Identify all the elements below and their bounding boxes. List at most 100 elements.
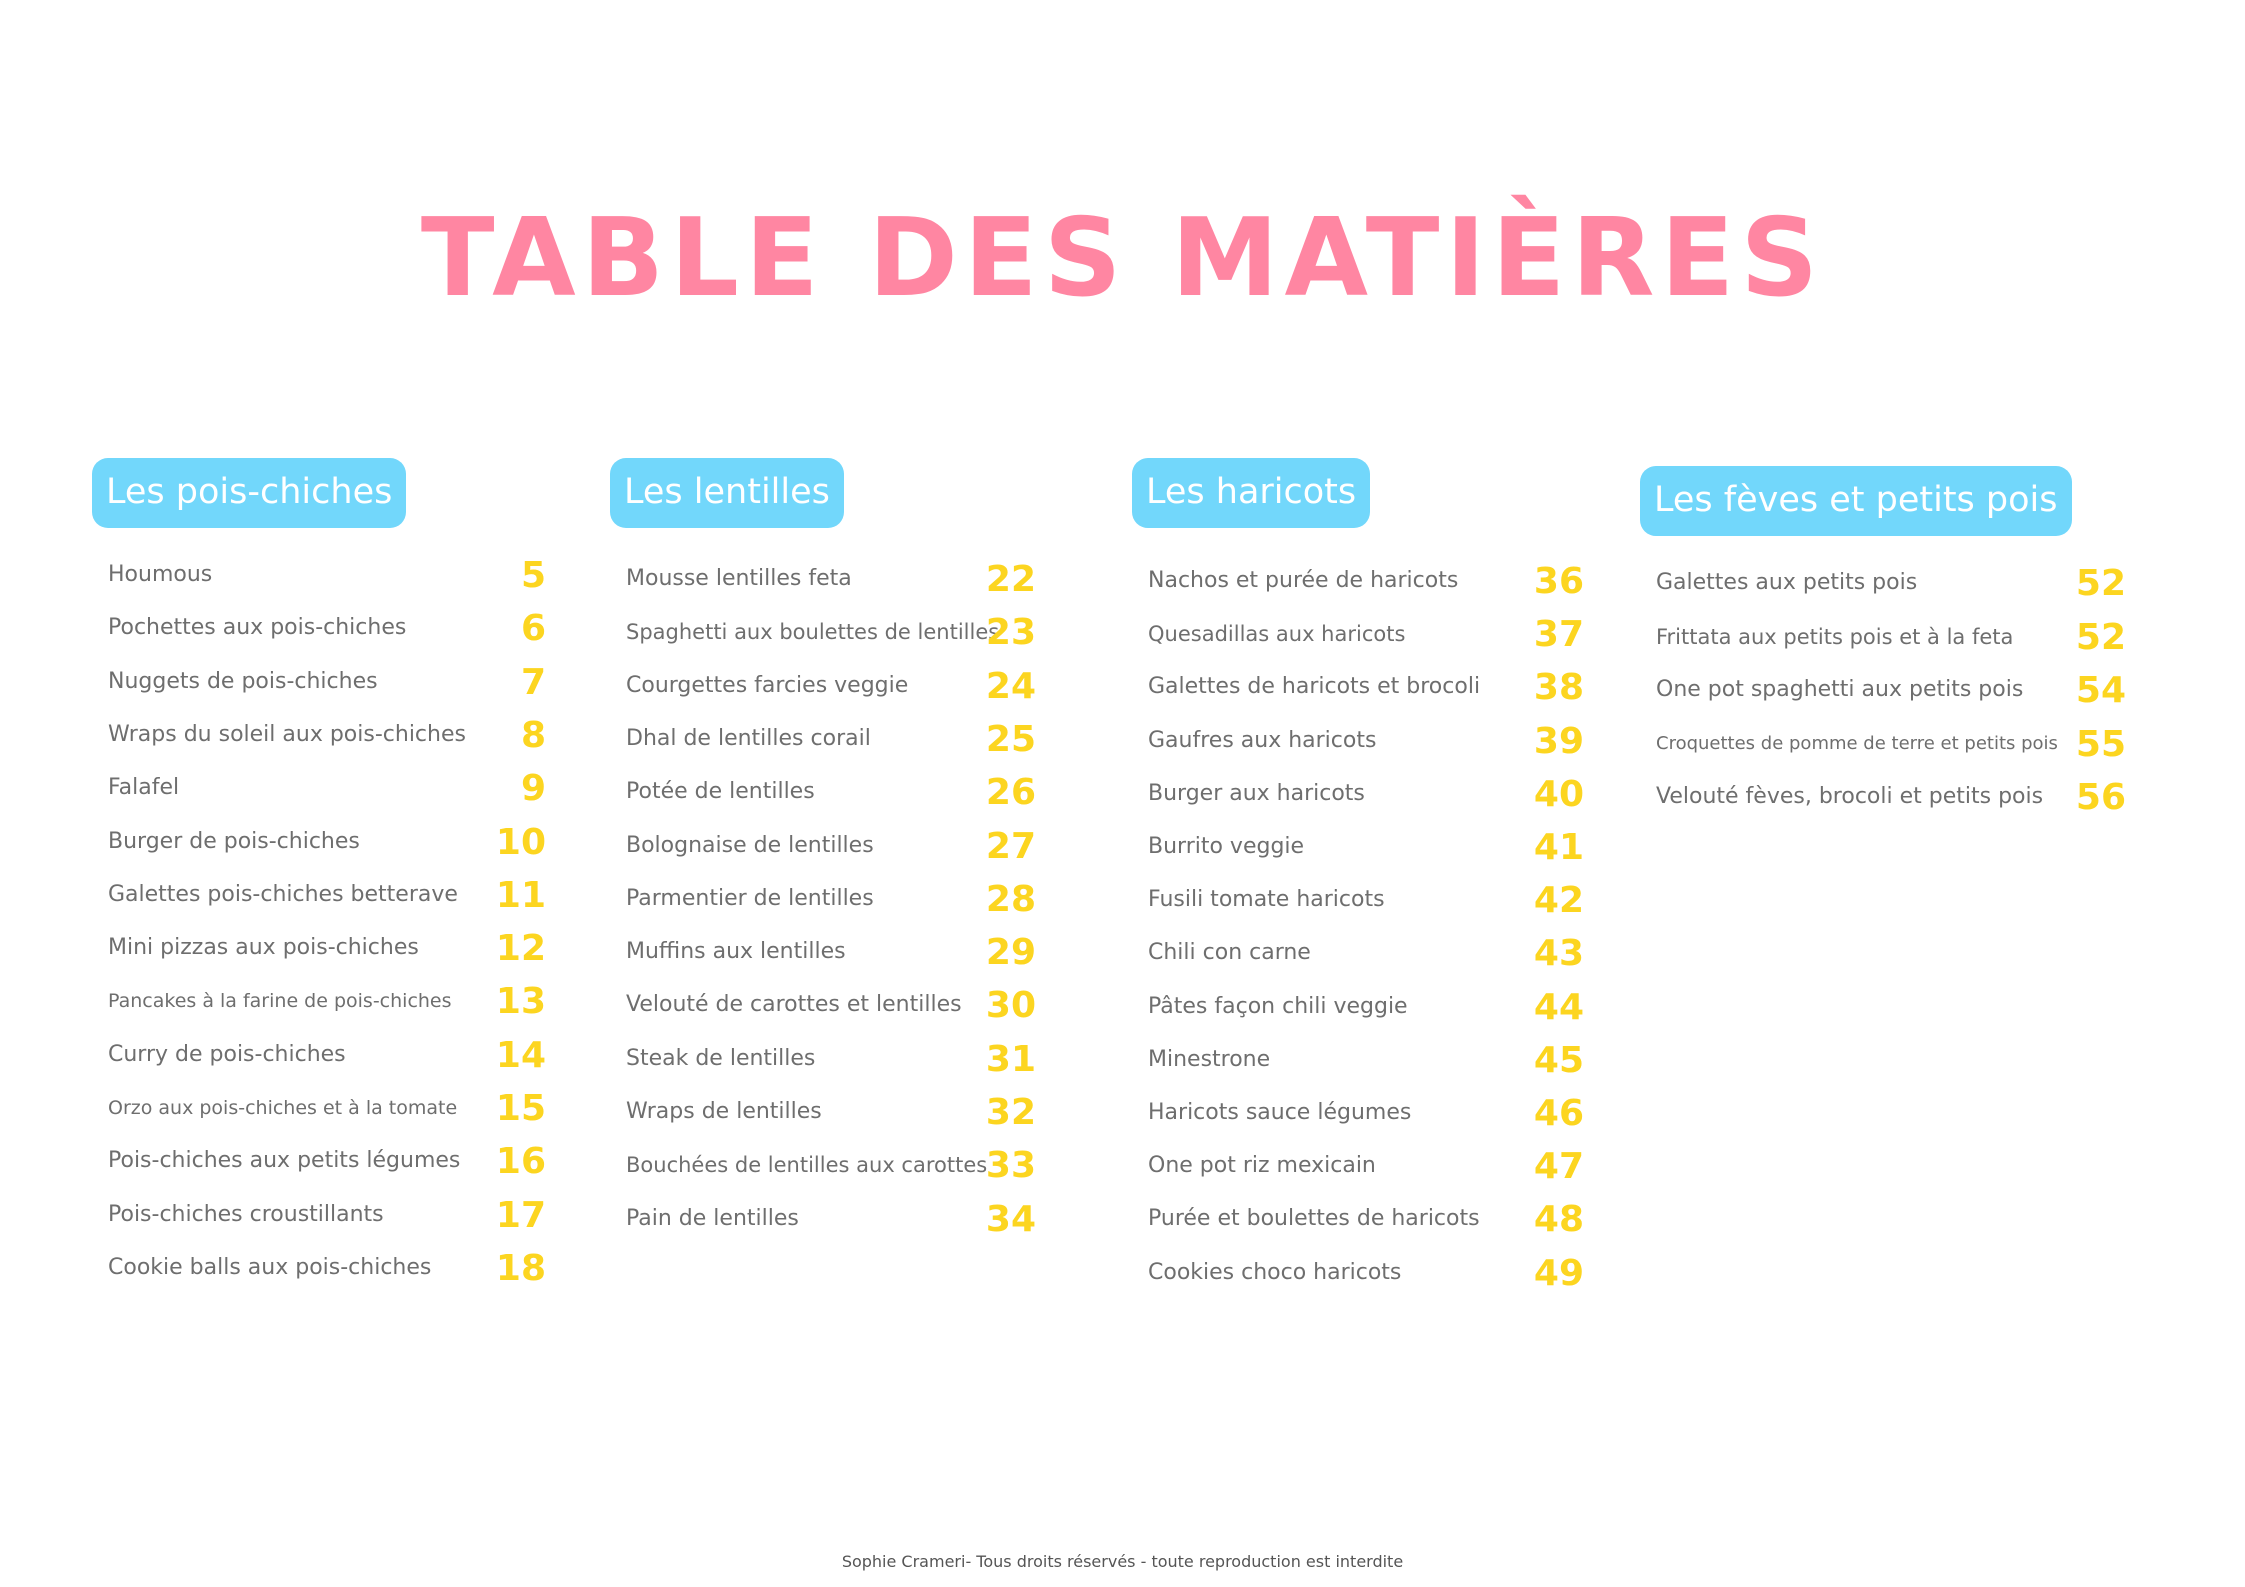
toc-entry[interactable]: Dhal de lentilles corail 25 xyxy=(610,718,1080,762)
entry-title: Bolognaise de lentilles xyxy=(626,832,874,858)
toc-entry[interactable]: Pancakes à la farine de pois-chiches 13 xyxy=(92,984,572,1024)
entry-title: Burger aux haricots xyxy=(1148,780,1365,806)
toc-entry[interactable]: Muffins aux lentilles 29 xyxy=(610,935,1080,975)
entry-title: Cookie balls aux pois-chiches xyxy=(108,1254,432,1280)
entry-title: Parmentier de lentilles xyxy=(626,885,874,911)
entry-page-number: 44 xyxy=(1533,986,1584,1028)
entry-title: Pancakes à la farine de pois-chiches xyxy=(108,990,452,1013)
page-title: TABLE DES MATIÈRES xyxy=(420,196,1825,321)
toc-entry[interactable]: Velouté fèves, brocoli et petits pois 56 xyxy=(1640,780,2160,820)
entry-page-number: 31 xyxy=(985,1038,1036,1080)
toc-entry[interactable]: Chili con carne 43 xyxy=(1132,936,1602,976)
toc-entry[interactable]: Parmentier de lentilles 28 xyxy=(610,878,1080,922)
toc-entry[interactable]: Houmous 5 xyxy=(92,558,572,598)
toc-entry[interactable]: Pois-chiches aux petits légumes 16 xyxy=(92,1144,572,1184)
toc-entry[interactable]: Wraps de lentilles 32 xyxy=(610,1095,1080,1135)
toc-entry[interactable]: Bolognaise de lentilles 27 xyxy=(610,828,1080,869)
entry-page-number: 24 xyxy=(985,665,1036,707)
toc-entry[interactable]: Pois-chiches croustillants 17 xyxy=(92,1197,572,1238)
toc-entry[interactable]: Wraps du soleil aux pois-chiches 8 xyxy=(92,714,572,758)
toc-entry[interactable]: Gaufres aux haricots 39 xyxy=(1132,720,1602,764)
entry-page-number: 55 xyxy=(2075,723,2126,765)
toc-entry[interactable]: Croquettes de pomme de terre et petits p… xyxy=(1640,723,2160,767)
toc-entry[interactable]: Potée de lentilles 26 xyxy=(610,775,1080,815)
section-pois-chiches: Les pois-chiches Houmous 5 Pochettes aux p… xyxy=(92,458,572,1308)
toc-entry[interactable]: Orzo aux pois-chiches et à la tomate 15 xyxy=(92,1091,572,1131)
entry-page-number: 28 xyxy=(985,878,1036,920)
toc-entry[interactable]: Fusili tomate haricots 42 xyxy=(1132,883,1602,923)
entry-page-number: 11 xyxy=(495,874,546,916)
toc-entry[interactable]: Frittata aux petits pois et à la feta 52 xyxy=(1640,616,2160,660)
entry-page-number: 22 xyxy=(985,559,1036,600)
entry-title: Burrito veggie xyxy=(1148,834,1305,859)
entry-page-number: 15 xyxy=(495,1088,546,1129)
entry-page-number: 42 xyxy=(1533,880,1584,922)
toc-entry[interactable]: Courgettes farcies veggie 24 xyxy=(610,665,1080,709)
toc-entry[interactable]: Spaghetti aux boulettes de lentilles 23 xyxy=(610,615,1080,655)
toc-entry[interactable]: Burger de pois-chiches 10 xyxy=(92,821,572,865)
entry-page-number: 43 xyxy=(1533,933,1584,975)
entry-title: One pot riz mexicain xyxy=(1148,1153,1376,1179)
toc-entry[interactable]: Velouté de carottes et lentilles 30 xyxy=(610,988,1080,1028)
toc-entry[interactable]: Galettes pois-chiches betterave 11 xyxy=(92,874,572,918)
entry-page-number: 6 xyxy=(520,608,546,650)
toc-entry[interactable]: Mousse lentilles feta 22 xyxy=(610,562,1080,602)
entry-page-number: 40 xyxy=(1533,773,1584,815)
entry-title: Gaufres aux haricots xyxy=(1148,727,1377,753)
toc-entry[interactable]: Pain de lentilles 34 xyxy=(610,1198,1080,1242)
entry-page-number: 52 xyxy=(2075,616,2126,658)
entry-page-number: 10 xyxy=(495,821,546,863)
entry-title: One pot spaghetti aux petits pois xyxy=(1656,677,2024,702)
toc-entry[interactable]: Nachos et purée de haricots 36 xyxy=(1132,564,1602,604)
toc-entry[interactable]: Burger aux haricots 40 xyxy=(1132,773,1602,817)
entry-page-number: 16 xyxy=(495,1141,546,1183)
toc-entry[interactable]: Haricots sauce légumes 46 xyxy=(1132,1096,1602,1136)
toc-entry[interactable]: Quesadillas aux haricots 37 xyxy=(1132,617,1602,657)
entry-page-number: 18 xyxy=(495,1247,546,1289)
entry-title: Galettes de haricots et brocoli xyxy=(1148,674,1481,700)
entry-page-number: 33 xyxy=(985,1145,1036,1187)
toc-entry[interactable]: Curry de pois-chiches 14 xyxy=(92,1037,572,1078)
entry-page-number: 8 xyxy=(520,714,546,756)
toc-entry[interactable]: Bouchées de lentilles aux carottes 33 xyxy=(610,1148,1080,1188)
entry-page-number: 39 xyxy=(1533,720,1584,762)
entry-title: Potée de lentilles xyxy=(626,779,815,805)
entry-title: Steak de lentilles xyxy=(626,1045,816,1071)
entry-title: Pâtes façon chili veggie xyxy=(1148,993,1408,1019)
entry-title: Croquettes de pomme de terre et petits p… xyxy=(1656,732,2058,754)
toc-entry[interactable]: Mini pizzas aux pois-chiches 12 xyxy=(92,931,572,971)
toc-entry[interactable]: Nuggets de pois-chiches 7 xyxy=(92,661,572,705)
entry-title: Curry de pois-chiches xyxy=(108,1041,346,1067)
entry-title: Cookies choco haricots xyxy=(1148,1259,1402,1285)
toc-entry[interactable]: Cookies choco haricots 49 xyxy=(1132,1255,1602,1296)
toc-entry[interactable]: Burrito veggie 41 xyxy=(1132,830,1602,870)
entry-title: Burger de pois-chiches xyxy=(108,828,360,854)
entry-page-number: 25 xyxy=(985,718,1036,760)
toc-entry[interactable]: Galettes de haricots et brocoli 38 xyxy=(1132,670,1602,710)
toc-entry[interactable]: One pot riz mexicain 47 xyxy=(1132,1149,1602,1189)
entry-title: Pochettes aux pois-chiches xyxy=(108,615,407,641)
toc-entry[interactable]: Galettes aux petits pois 52 xyxy=(1640,566,2160,606)
entry-page-number: 12 xyxy=(495,928,546,970)
entry-title: Wraps du soleil aux pois-chiches xyxy=(108,721,466,747)
toc-entry[interactable]: Steak de lentilles 31 xyxy=(610,1038,1080,1082)
entry-title: Purée et boulettes de haricots xyxy=(1148,1206,1480,1232)
entry-page-number: 54 xyxy=(2075,670,2126,711)
toc-entry[interactable]: Cookie balls aux pois-chiches 18 xyxy=(92,1247,572,1291)
entry-title: Fusili tomate haricots xyxy=(1148,887,1385,913)
entry-page-number: 7 xyxy=(520,661,546,703)
entry-title: Mini pizzas aux pois-chiches xyxy=(108,935,419,961)
entry-page-number: 34 xyxy=(985,1198,1036,1240)
toc-entry[interactable]: Purée et boulettes de haricots 48 xyxy=(1132,1202,1602,1242)
toc-entry[interactable]: Pâtes façon chili veggie 44 xyxy=(1132,986,1602,1030)
entry-page-number: 52 xyxy=(2075,563,2126,604)
toc-entry[interactable]: Falafel 9 xyxy=(92,771,572,811)
copyright-footer: Sophie Crameri- Tous droits réservés - t… xyxy=(841,1552,1404,1571)
toc-entry[interactable]: One pot spaghetti aux petits pois 54 xyxy=(1640,673,2160,713)
entry-page-number: 56 xyxy=(2075,777,2126,818)
toc-entry[interactable]: Pochettes aux pois-chiches 6 xyxy=(92,611,572,651)
entry-title: Courgettes farcies veggie xyxy=(626,672,909,698)
entry-title: Orzo aux pois-chiches et à la tomate xyxy=(108,1097,458,1119)
toc-entry[interactable]: Minestrone 45 xyxy=(1132,1042,1602,1083)
entry-title: Frittata aux petits pois et à la feta xyxy=(1656,624,2014,649)
